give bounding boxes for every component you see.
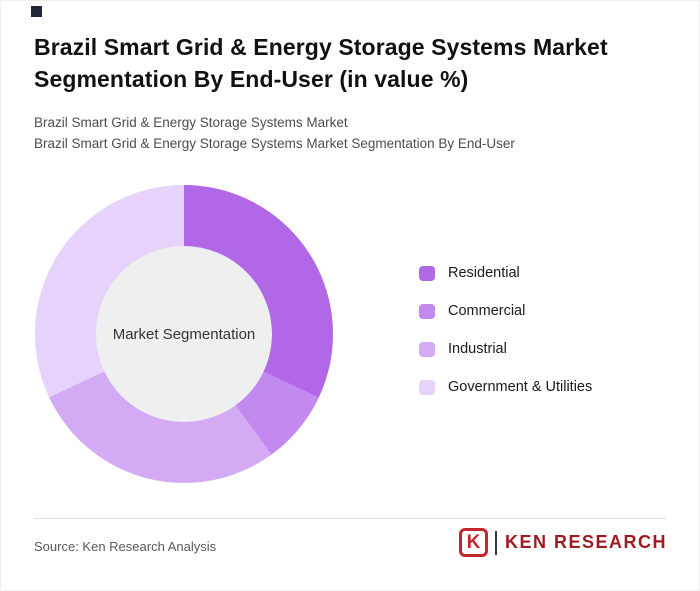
legend-swatch-industrial	[419, 341, 435, 357]
legend-label-commercial: Commercial	[448, 303, 526, 319]
legend-label-government-utilities: Government & Utilities	[448, 379, 593, 395]
ken-research-logo-text: KEN RESEARCH	[504, 532, 667, 552]
chart-subtitle-market: Brazil Smart Grid & Energy Storage Syste…	[34, 115, 348, 130]
legend-swatch-residential	[419, 265, 435, 281]
ken-research-logo-mark: K	[458, 528, 488, 557]
legend-item-government-utilities: Government & Utilities	[419, 379, 592, 395]
footer-divider	[34, 518, 666, 519]
legend-swatch-commercial	[419, 303, 435, 319]
legend-label-industrial: Industrial	[448, 341, 507, 357]
ken-research-logo: K KEN RESEARCH	[458, 528, 667, 557]
legend-swatch-government-utilities	[419, 379, 435, 395]
logo-separator	[494, 530, 497, 555]
donut-center-label: Market Segmentation	[112, 325, 256, 343]
donut-chart: Market Segmentation	[35, 185, 333, 483]
page-corner-accent	[31, 6, 42, 17]
legend-item-industrial: Industrial	[419, 341, 592, 357]
chart-legend: Residential Commercial Industrial Govern…	[419, 265, 592, 417]
chart-subtitle-segmentation: Brazil Smart Grid & Energy Storage Syste…	[34, 136, 515, 151]
legend-label-residential: Residential	[448, 265, 520, 281]
page-title: Brazil Smart Grid & Energy Storage Syste…	[34, 34, 608, 93]
legend-item-residential: Residential	[419, 265, 592, 281]
legend-item-commercial: Commercial	[419, 303, 592, 319]
donut-center: Market Segmentation	[96, 246, 272, 422]
source-attribution: Source: Ken Research Analysis	[34, 539, 217, 554]
